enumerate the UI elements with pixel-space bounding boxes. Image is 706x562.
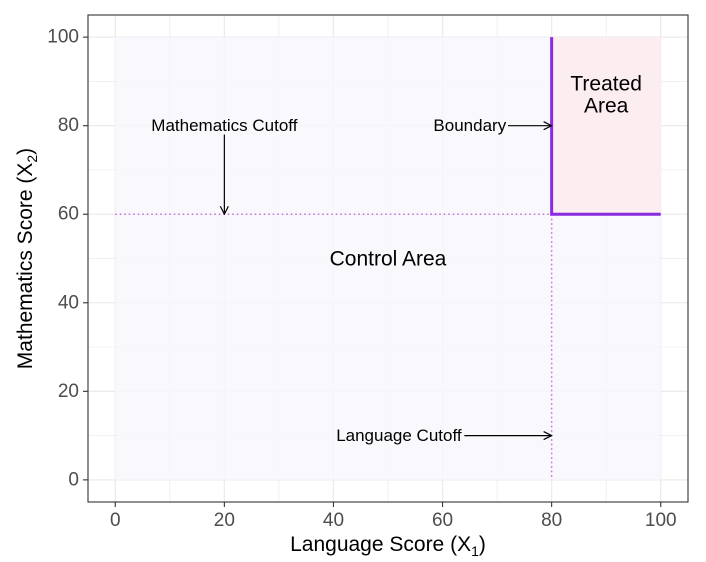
y-tick-label: 20	[58, 381, 79, 402]
regions	[115, 37, 661, 480]
x-tick-label: 40	[323, 510, 344, 531]
y-axis-ticks: 0 20 40 60 80 100	[47, 27, 88, 490]
x-axis-title-close: )	[479, 533, 486, 556]
control-area-label: Control Area	[330, 248, 447, 271]
y-tick-label: 40	[58, 292, 79, 313]
treated-area-label: Treated Area	[570, 73, 642, 118]
boundary-line	[550, 37, 661, 216]
x-tick-label: 20	[214, 510, 235, 531]
panel-border	[87, 14, 689, 503]
annotations: Mathematics Cutoff Boundary Language Cutof…	[151, 116, 551, 445]
language-cutoff-label: Language Cutoff	[336, 426, 462, 445]
y-tick-label: 80	[58, 115, 79, 136]
control-area-label-line: Control Area	[330, 248, 447, 271]
x-tick-label: 0	[110, 510, 121, 531]
treated-area-label-line: Area	[584, 95, 629, 118]
boundary-line-group	[550, 37, 661, 216]
region-labels: Treated Area Control Area	[330, 73, 642, 271]
x-tick-label: 100	[645, 510, 677, 531]
x-axis-ticks: 0 20 40 60 80 100	[110, 502, 677, 531]
y-tick-label: 100	[47, 27, 79, 48]
treated-region	[551, 37, 661, 215]
math-cutoff-label: Mathematics Cutoff	[151, 116, 297, 135]
y-tick-label: 0	[68, 469, 79, 490]
y-axis-title-subscript: 2	[24, 155, 40, 163]
y-tick-label: 60	[58, 204, 79, 225]
y-axis-title: Mathematics Score (X2)	[14, 148, 40, 369]
x-tick-label: 60	[432, 510, 453, 531]
y-axis-title-close: )	[14, 148, 37, 155]
treated-area-label-line: Treated	[570, 73, 642, 96]
x-tick-label: 80	[541, 510, 562, 531]
boundary-label: Boundary	[433, 116, 506, 135]
x-axis-title-main: Language Score (X	[290, 533, 471, 556]
y-axis-title-main: Mathematics Score (X	[14, 163, 37, 370]
x-axis-title: Language Score (X1)	[290, 533, 486, 559]
x-axis-title-subscript: 1	[471, 543, 479, 559]
